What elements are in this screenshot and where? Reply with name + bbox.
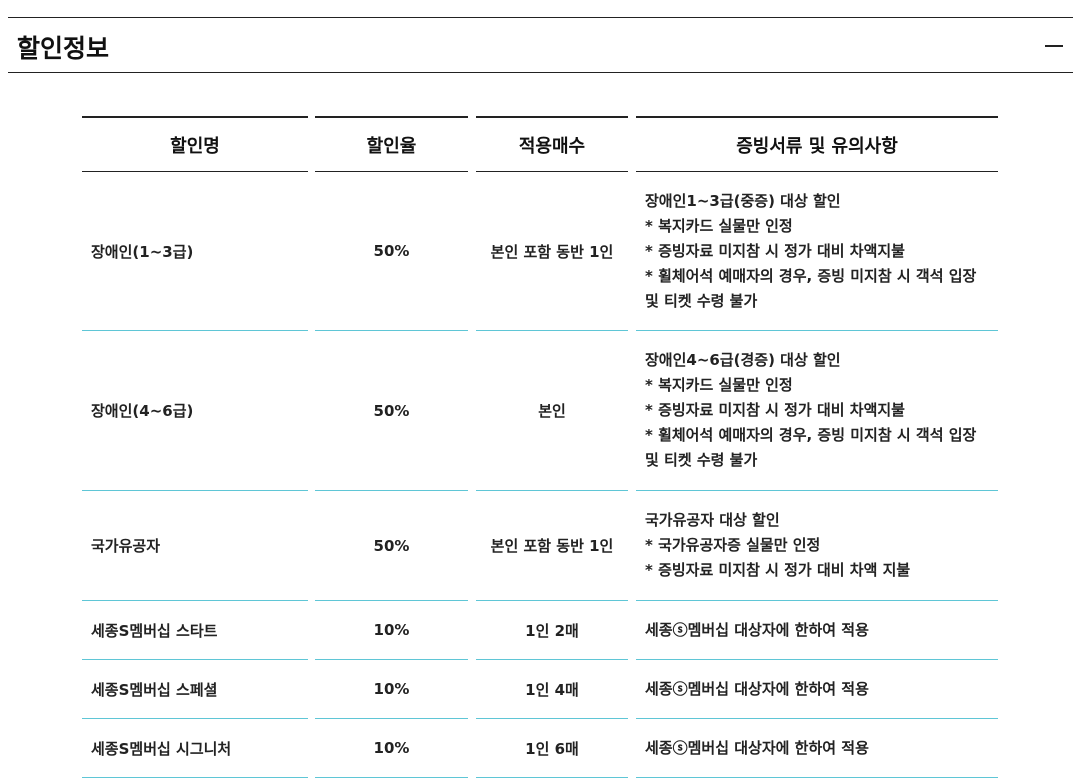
note-line: 세종ⓢ멤버십 대상자에 한하여 적용 [645,679,869,698]
note-line: * 증빙자료 미지참 시 정가 대비 차액 지불 [645,561,911,579]
discount-rate: 10% [315,719,468,778]
ticket-count: 1인 2매 [476,601,628,660]
notes-cell: 세종ⓢ멤버십 대상자에 한하여 적용 [636,660,998,719]
header-discount-rate: 할인율 [315,116,468,172]
ticket-count: 본인 [476,331,628,491]
discount-rate: 50% [315,331,468,491]
discount-name: 세종S멤버십 스타트 [82,601,308,660]
discount-rate: 50% [315,491,468,601]
note-line: 세종ⓢ멤버십 대상자에 한하여 적용 [645,620,869,639]
note-line: * 증빙자료 미지참 시 정가 대비 차액지불 [645,401,905,419]
table-row: 장애인(1~3급) 50% 본인 포함 동반 1인 장애인1~3급(중증) 대상… [82,172,1000,331]
note-line: * 국가유공자증 실물만 인정 [645,536,821,554]
discount-name: 국가유공자 [82,491,308,601]
discount-table: 할인명 할인율 적용매수 증빙서류 및 유의사항 장애인(1~3급) 50% 본… [82,116,1000,778]
ticket-count: 본인 포함 동반 1인 [476,491,628,601]
discount-name: 장애인(4~6급) [82,331,308,491]
discount-name: 세종S멤버십 스페셜 [82,660,308,719]
note-line: * 복지카드 실물만 인정 [645,216,793,235]
note-line: 및 티켓 수령 불가 [645,451,758,469]
table-row: 세종S멤버십 시그니처 10% 1인 6매 세종ⓢ멤버십 대상자에 한하여 적용 [82,719,1000,778]
table-row: 세종S멤버십 스타트 10% 1인 2매 세종ⓢ멤버십 대상자에 한하여 적용 [82,601,1000,660]
note-line: 세종ⓢ멤버십 대상자에 한하여 적용 [645,738,869,757]
note-line: 및 티켓 수령 불가 [645,291,758,310]
notes-cell: 장애인1~3급(중증) 대상 할인 * 복지카드 실물만 인정 * 증빙자료 미… [636,172,998,331]
header-discount-name: 할인명 [82,116,308,172]
notes-cell: 국가유공자 대상 할인 * 국가유공자증 실물만 인정 * 증빙자료 미지참 시… [636,491,998,601]
table-row: 장애인(4~6급) 50% 본인 장애인4~6급(경증) 대상 할인 * 복지카… [82,331,1000,491]
discount-name: 세종S멤버십 시그니처 [82,719,308,778]
discount-rate: 10% [315,660,468,719]
note-line: * 증빙자료 미지참 시 정가 대비 차액지불 [645,241,905,260]
table-row: 세종S멤버십 스페셜 10% 1인 4매 세종ⓢ멤버십 대상자에 한하여 적용 [82,660,1000,719]
header-notes: 증빙서류 및 유의사항 [636,116,998,172]
ticket-count: 1인 4매 [476,660,628,719]
notes-cell: 장애인4~6급(경증) 대상 할인 * 복지카드 실물만 인정 * 증빙자료 미… [636,331,998,491]
notes-cell: 세종ⓢ멤버십 대상자에 한하여 적용 [636,601,998,660]
ticket-count: 1인 6매 [476,719,628,778]
note-line: * 복지카드 실물만 인정 [645,376,793,394]
note-line: * 휠체어석 예매자의 경우, 증빙 미지참 시 객석 입장 [645,266,977,285]
note-line: 장애인4~6급(경증) 대상 할인 [645,351,841,369]
discount-name: 장애인(1~3급) [82,172,308,331]
notes-cell: 세종ⓢ멤버십 대상자에 한하여 적용 [636,719,998,778]
table-row: 국가유공자 50% 본인 포함 동반 1인 국가유공자 대상 할인 * 국가유공… [82,491,1000,601]
table-header-row: 할인명 할인율 적용매수 증빙서류 및 유의사항 [82,116,1000,172]
ticket-count: 본인 포함 동반 1인 [476,172,628,331]
note-line: 장애인1~3급(중증) 대상 할인 [645,191,841,210]
section-title: 할인정보 [17,34,110,63]
discount-rate: 50% [315,172,468,331]
header-ticket-count: 적용매수 [476,116,628,172]
note-line: * 휠체어석 예매자의 경우, 증빙 미지참 시 객석 입장 [645,426,977,444]
minus-icon[interactable] [1043,36,1065,56]
note-line: 국가유공자 대상 할인 [645,511,780,529]
discount-info-header[interactable]: 할인정보 [8,17,1073,73]
discount-rate: 10% [315,601,468,660]
